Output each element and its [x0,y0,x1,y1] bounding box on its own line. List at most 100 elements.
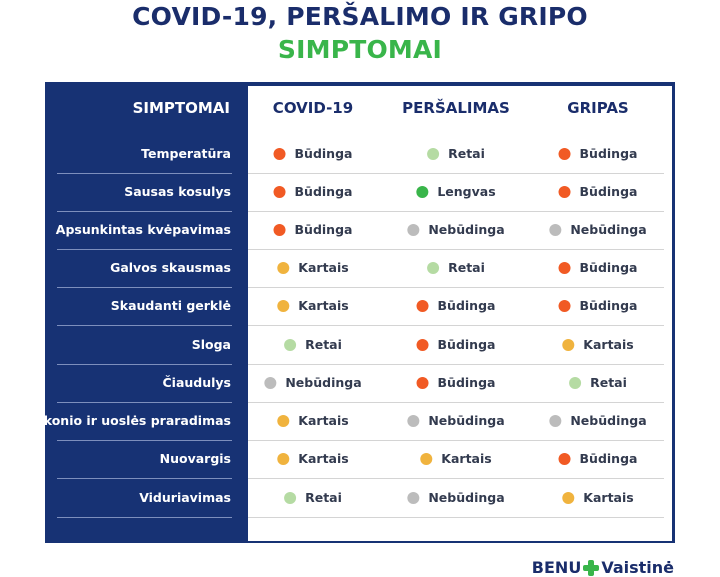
level-text: Kartais [583,490,634,505]
row-divider [57,440,232,441]
level-text: Būdinga [437,337,496,352]
level-dot-icon [420,452,433,465]
table-cell: Būdinga [416,298,496,313]
level-dot-icon [264,376,277,389]
level-dot-icon [416,338,429,351]
brand-logo: BENU Vaistinė [532,558,674,577]
level-text: Retai [305,490,342,505]
level-text: Būdinga [437,298,496,313]
row-divider [248,287,664,288]
row-divider [57,478,232,479]
brand-left: BENU [531,558,582,577]
level-text: Retai [448,146,485,161]
level-dot-icon [273,185,286,198]
level-text: Kartais [298,413,349,428]
level-text: Būdinga [579,298,638,313]
table-cell: Kartais [277,451,349,466]
level-dot-icon [549,414,562,427]
level-dot-icon [273,223,286,236]
table-cell: Nebūdinga [264,375,362,390]
row-divider [57,364,232,365]
header-symptoms: SIMPTOMAI [132,99,230,117]
table-cell: Nebūdinga [407,222,505,237]
level-dot-icon [427,147,440,160]
level-text: Būdinga [579,260,638,275]
level-text: Retai [448,260,485,275]
table-body [248,86,672,541]
table-cell: Būdinga [273,146,352,161]
level-dot-icon [277,414,290,427]
table-cell: Būdinga [416,337,496,352]
table-cell: Būdinga [558,184,638,199]
level-dot-icon [284,491,297,504]
row-divider [57,211,232,212]
level-dot-icon [558,261,571,274]
level-dot-icon [416,299,429,312]
level-text: Būdinga [294,184,353,199]
level-text: Retai [590,375,627,390]
table-cell: Būdinga [558,451,638,466]
table-cell: Retai [427,146,485,161]
symptom-label: Temperatūra [141,146,231,161]
level-dot-icon [273,147,286,160]
table-cell: Būdinga [558,260,638,275]
table-cell: Nebūdinga [407,490,505,505]
table-cell: Kartais [277,298,349,313]
level-text: Kartais [441,451,492,466]
table-cell: Retai [284,490,342,505]
table-cell: Kartais [562,490,634,505]
level-text: Kartais [583,337,634,352]
level-text: Kartais [298,451,349,466]
table-cell: Būdinga [558,298,638,313]
level-text: Būdinga [579,146,638,161]
table-cell: Būdinga [416,375,495,390]
level-text: Retai [305,337,342,352]
row-divider [57,517,232,518]
level-dot-icon [569,376,582,389]
table-cell: Būdinga [273,222,353,237]
level-dot-icon [407,491,420,504]
level-dot-icon [277,299,290,312]
table-cell: Lengvas [416,184,496,199]
level-text: Nebūdinga [285,375,362,390]
header-flu: GRIPAS [567,99,629,117]
table-cell: Retai [284,337,342,352]
title-line-2: SIMPTOMAI [277,35,443,64]
row-divider [248,325,664,326]
level-text: Nebūdinga [570,222,647,237]
level-dot-icon [416,185,429,198]
symptom-label: Skaudanti gerklė [110,298,231,313]
row-divider [248,402,664,403]
row-divider [57,173,232,174]
level-text: Būdinga [579,451,638,466]
level-dot-icon [277,261,290,274]
header-covid: COVID-19 [272,99,354,117]
table-cell: Būdinga [273,184,353,199]
row-divider [248,517,664,518]
table-cell: Būdinga [558,146,638,161]
row-divider [57,249,232,250]
symptom-label: Galvos skausmas [110,260,231,275]
table-cell: Kartais [420,451,492,466]
row-divider [248,440,664,441]
symptom-label: Sloga [191,337,231,352]
level-text: Būdinga [294,222,353,237]
row-divider [57,325,232,326]
row-divider [248,478,664,479]
row-divider [248,173,664,174]
level-text: Būdinga [579,184,638,199]
symptom-label: Skonio ir uoslės praradimas [34,413,231,428]
level-dot-icon [407,414,420,427]
symptom-label: Čiaudulys [162,375,231,390]
table-cell: Retai [427,260,485,275]
level-text: Nebūdinga [428,490,505,505]
level-dot-icon [284,338,297,351]
header-cold: PERŠALIMAS [402,99,510,117]
row-divider [57,287,232,288]
level-dot-icon [562,338,575,351]
row-divider [248,211,664,212]
table-cell: Kartais [277,260,349,275]
symptom-label: Nuovargis [159,451,231,466]
table-cell: Nebūdinga [549,413,647,428]
table-cell: Nebūdinga [549,222,647,237]
